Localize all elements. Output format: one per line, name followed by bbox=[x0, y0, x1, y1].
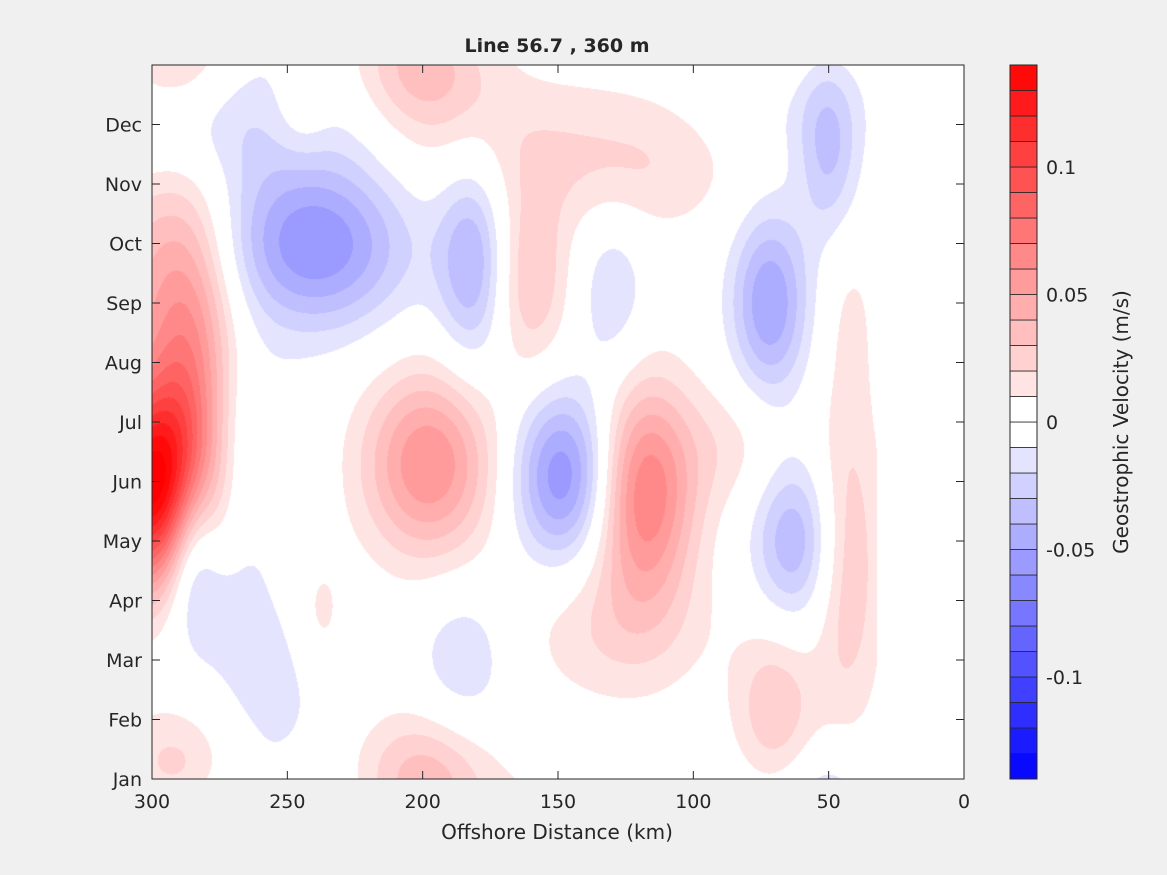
colorbar-segment bbox=[1009, 115, 1038, 142]
colorbar-segment bbox=[1009, 64, 1038, 91]
contour-field bbox=[152, 65, 964, 779]
colorbar-segment bbox=[1009, 676, 1038, 703]
x-axis-label: Offshore Distance (km) bbox=[441, 820, 673, 844]
y-tick-label: Aug bbox=[105, 353, 142, 375]
colorbar-tick-label: 0.1 bbox=[1046, 157, 1076, 179]
colorbar-segment bbox=[1009, 421, 1038, 448]
chart-title: Line 56.7 , 360 m bbox=[464, 35, 649, 57]
colorbar-segment bbox=[1009, 523, 1038, 550]
colorbar-segment bbox=[1009, 396, 1038, 423]
x-tick-label: 150 bbox=[540, 791, 576, 813]
y-tick-label: Oct bbox=[109, 234, 142, 256]
y-tick-label: Jun bbox=[111, 472, 142, 494]
x-tick-label: 0 bbox=[958, 791, 970, 813]
colorbar-segment bbox=[1009, 370, 1038, 397]
colorbar-segment bbox=[1009, 141, 1038, 168]
colorbar-segment bbox=[1009, 319, 1038, 346]
y-tick-label: Sep bbox=[106, 293, 142, 315]
colorbar-segment bbox=[1009, 243, 1038, 270]
colorbar-segment bbox=[1009, 702, 1038, 729]
colorbar-segment bbox=[1009, 498, 1038, 525]
y-tick-label: Nov bbox=[105, 174, 142, 196]
colorbar-segment bbox=[1009, 651, 1038, 678]
colorbar-tick-label: 0 bbox=[1046, 412, 1058, 434]
x-axis: 300 250 200 150 100 50 0 bbox=[134, 65, 970, 813]
colorbar-segment bbox=[1009, 217, 1038, 244]
colorbar-segment bbox=[1009, 600, 1038, 627]
colorbar-segment bbox=[1009, 345, 1038, 372]
colorbar-segment bbox=[1009, 625, 1038, 652]
x-tick-label: 250 bbox=[269, 791, 305, 813]
colorbar-tick-label: -0.1 bbox=[1046, 667, 1083, 689]
colorbar-segment bbox=[1009, 90, 1038, 117]
colorbar-tick-label: -0.05 bbox=[1046, 540, 1095, 562]
y-tick-label: Dec bbox=[105, 115, 142, 137]
colorbar-segment bbox=[1009, 753, 1038, 780]
y-axis: Jan Feb Mar Apr May Jun Jul Aug Sep Oct Nov Dec bbox=[103, 115, 964, 791]
colorbar-segment bbox=[1009, 472, 1038, 499]
y-tick-label: Jul bbox=[118, 412, 142, 434]
y-tick-label: May bbox=[103, 531, 142, 553]
x-tick-label: 50 bbox=[817, 791, 841, 813]
y-tick-label: Feb bbox=[108, 710, 142, 732]
x-tick-label: 200 bbox=[405, 791, 441, 813]
colorbar-segment bbox=[1009, 192, 1038, 219]
x-tick-label: 300 bbox=[134, 791, 170, 813]
colorbar-label: Geostrophic Velocity (m/s) bbox=[1109, 290, 1133, 554]
colorbar-segment bbox=[1009, 294, 1038, 321]
colorbar: 0.1 0.05 0 -0.05 -0.1 bbox=[1009, 64, 1095, 780]
colorbar-segment bbox=[1009, 166, 1038, 193]
y-tick-label: Mar bbox=[106, 650, 142, 672]
colorbar-segment bbox=[1009, 268, 1038, 295]
colorbar-segment bbox=[1009, 447, 1038, 474]
y-tick-label: Apr bbox=[109, 591, 142, 613]
colorbar-segment bbox=[1009, 549, 1038, 576]
colorbar-tick-label: 0.05 bbox=[1046, 285, 1088, 307]
contour-image bbox=[152, 65, 964, 779]
y-tick-label: Jan bbox=[112, 769, 142, 791]
x-tick-label: 100 bbox=[675, 791, 711, 813]
colorbar-frame bbox=[1009, 64, 1038, 780]
colorbar-segment bbox=[1009, 727, 1038, 754]
colorbar-segment bbox=[1009, 574, 1038, 601]
